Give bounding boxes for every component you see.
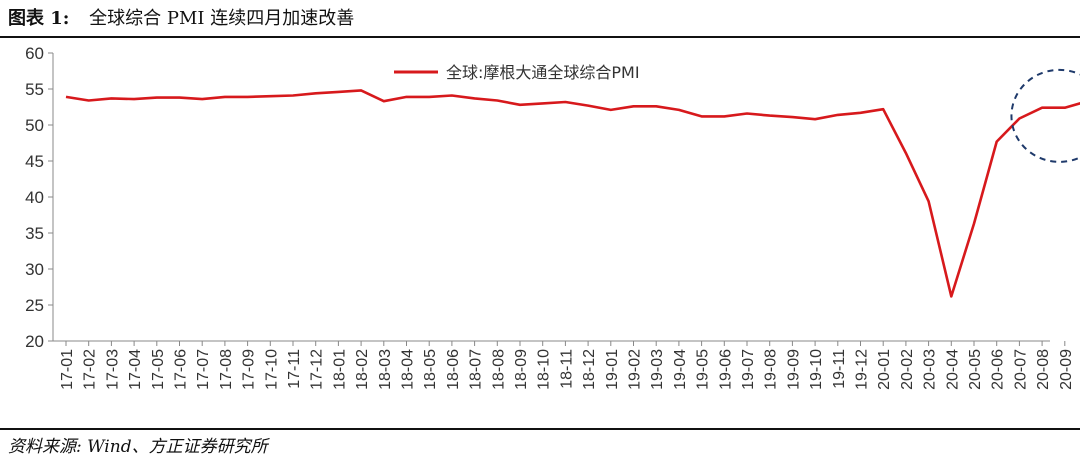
y-tick-label: 20 (25, 332, 44, 351)
x-tick-label: 17-09 (241, 349, 258, 390)
y-tick-label: 35 (25, 224, 44, 243)
y-tick-label: 30 (25, 260, 44, 279)
x-tick-label: 19-05 (695, 349, 712, 390)
x-tick-label: 19-12 (854, 349, 871, 390)
x-tick-label: 18-01 (331, 349, 348, 390)
x-tick-label: 17-10 (263, 349, 280, 390)
source-note: 资料来源: Wind、方正证券研究所 (8, 437, 268, 457)
y-tick-label: 40 (25, 188, 44, 207)
x-tick-label: 20-01 (876, 349, 893, 390)
x-tick-label: 18-10 (536, 349, 553, 390)
x-tick-label: 18-02 (354, 349, 371, 390)
x-tick-label: 19-01 (604, 349, 621, 390)
x-tick-label: 20-04 (944, 349, 961, 390)
y-tick-label: 60 (25, 44, 44, 63)
x-tick-label: 17-08 (218, 349, 235, 390)
x-tick-label: 19-03 (649, 349, 666, 390)
x-tick-label: 19-07 (740, 349, 757, 390)
chart-series (65, 89, 1080, 298)
x-tick-label: 19-08 (763, 349, 780, 390)
x-tick-label: 19-10 (808, 349, 825, 390)
x-tick-label: 19-02 (627, 349, 644, 390)
x-tick-label: 20-02 (899, 349, 916, 390)
y-axis-ticks: 20 25 30 35 40 45 50 55 60 (25, 44, 53, 351)
x-tick-label: 17-12 (309, 349, 326, 390)
x-tick-label: 19-11 (831, 349, 848, 389)
x-tick-label: 18-04 (400, 349, 417, 390)
x-tick-label: 17-02 (82, 349, 99, 390)
chart-title: 全球综合 PMI 连续四月加速改善 (89, 8, 355, 29)
x-tick-label: 17-04 (127, 349, 144, 390)
x-tick-label: 19-06 (717, 349, 734, 390)
x-tick-label: 20-07 (1012, 349, 1029, 390)
legend-label: 全球:摩根大通全球综合PMI (446, 63, 640, 82)
x-tick-label: 18-09 (513, 349, 530, 390)
x-tick-label: 17-06 (173, 349, 190, 390)
x-tick-label: 17-07 (195, 349, 212, 390)
x-tick-label: 20-06 (990, 349, 1007, 390)
y-tick-label: 25 (25, 296, 44, 315)
x-tick-label: 18-06 (445, 349, 462, 390)
y-tick-label: 50 (25, 116, 44, 135)
x-tick-label: 18-11 (558, 349, 575, 389)
x-axis-ticks: 17-01 17-02 17-03 17-04 17-05 17-06 17-07 17-08… (59, 341, 1075, 390)
chart-legend: 全球:摩根大通全球综合PMI (394, 63, 640, 82)
top-rule (0, 36, 1080, 38)
x-tick-label: 17-05 (150, 349, 167, 390)
chart-annotation (1010, 68, 1080, 163)
chart-axes (52, 53, 1050, 342)
highlight-circle (1010, 68, 1080, 163)
figure-label: 图表 1: (8, 8, 70, 29)
x-tick-label: 20-03 (922, 349, 939, 390)
figure-title: 图表 1: 全球综合 PMI 连续四月加速改善 (8, 4, 1072, 34)
x-tick-label: 18-07 (468, 349, 485, 390)
y-tick-label: 45 (25, 152, 44, 171)
x-tick-label: 18-08 (490, 349, 507, 390)
x-tick-label: 17-11 (286, 349, 303, 389)
x-tick-label: 19-04 (672, 349, 689, 390)
x-tick-label: 20-05 (967, 349, 984, 390)
x-tick-label: 17-03 (104, 349, 121, 390)
series-line (65, 89, 1080, 298)
y-tick-label: 55 (25, 80, 44, 99)
x-tick-label: 20-08 (1035, 349, 1052, 390)
x-tick-label: 18-03 (377, 349, 394, 390)
x-tick-label: 19-09 (785, 349, 802, 390)
x-tick-label: 18-05 (422, 349, 439, 390)
x-tick-label: 20-09 (1058, 349, 1075, 390)
x-tick-label: 17-01 (59, 349, 76, 390)
bottom-rule (0, 428, 1080, 430)
x-tick-label: 18-12 (581, 349, 598, 390)
